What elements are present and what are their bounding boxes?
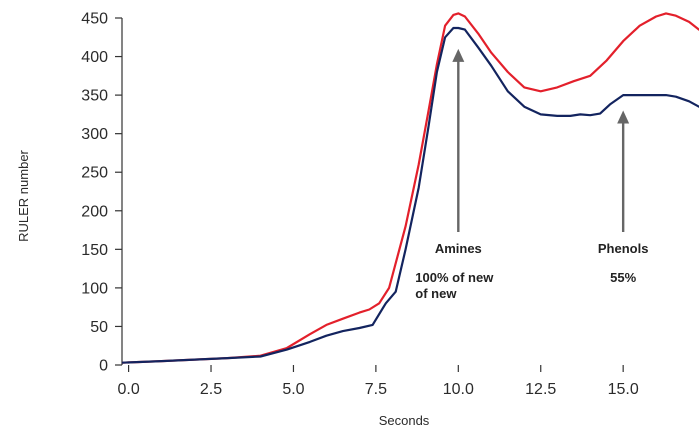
y-tick-label: 0	[99, 358, 108, 375]
x-tick-label: 7.5	[365, 381, 387, 398]
y-tick-label: 250	[81, 165, 108, 182]
x-tick-label: 15.0	[608, 381, 639, 398]
x-axis-title: Seconds	[379, 413, 430, 428]
series-group	[122, 12, 699, 364]
x-tick-label: 10.0	[443, 381, 474, 398]
y-axis-title: RULER number	[16, 149, 31, 241]
x-tick-label: 0.0	[117, 381, 139, 398]
annotation-arrow-head	[617, 110, 630, 124]
y-tick-label: 350	[81, 88, 108, 105]
annotation-label: 100% of new	[415, 270, 494, 285]
y-tick-label: 200	[81, 203, 108, 220]
annotation-label: Amines	[435, 241, 482, 256]
series-line-0	[122, 12, 699, 364]
annotation-label: 55%	[610, 270, 636, 285]
axes: 0 50 100 150 200 250 300 350 400 450 0.0 2.5 5.0 7.5 1…	[81, 11, 639, 399]
annotation-label: of new	[415, 286, 457, 301]
y-tick-label: 150	[81, 242, 108, 259]
annotation-label: Phenols	[598, 241, 649, 256]
x-tick-label: 2.5	[200, 381, 222, 398]
x-tick-label: 12.5	[525, 381, 556, 398]
x-tick-label: 5.0	[282, 381, 304, 398]
y-tick-label: 300	[81, 126, 108, 143]
y-tick-label: 450	[81, 11, 108, 28]
y-tick-label: 100	[81, 280, 108, 297]
series-line-1	[122, 26, 699, 364]
y-tick-label: 400	[81, 49, 108, 66]
y-tick-label: 50	[90, 319, 108, 336]
annotation-arrow-head	[452, 48, 465, 62]
